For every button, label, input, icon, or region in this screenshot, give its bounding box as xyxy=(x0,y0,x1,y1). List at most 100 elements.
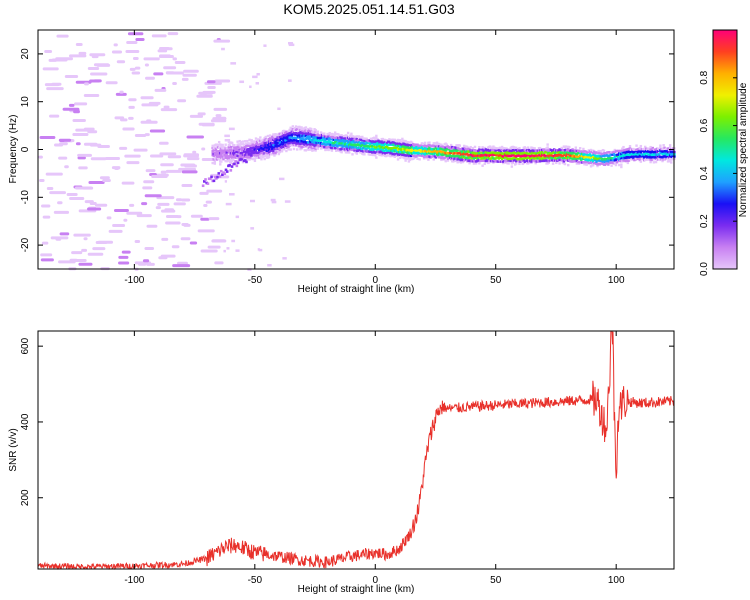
spectrogram-cell xyxy=(41,241,49,245)
spectrogram-cell xyxy=(113,209,129,213)
spectrogram-cell xyxy=(44,49,53,53)
spectrogram-cell xyxy=(233,162,236,166)
y-tick-label: -10 xyxy=(20,190,31,205)
spectrogram-cell xyxy=(289,132,292,135)
spectrogram-cell xyxy=(471,147,475,150)
spectrogram-cell xyxy=(500,157,504,161)
spectrogram-cell xyxy=(219,169,223,173)
spectrogram-cell xyxy=(159,152,177,156)
spectrogram-cell xyxy=(427,158,430,161)
spectrogram-cell xyxy=(311,149,314,152)
spectrogram-cell xyxy=(404,159,407,162)
spectrogram-cell xyxy=(396,138,400,142)
spectrogram-cell xyxy=(551,162,555,165)
spectrogram-cell xyxy=(533,147,536,150)
spectrogram-cell xyxy=(655,150,659,154)
spectrogram-cell xyxy=(446,145,450,148)
spectrogram-cell xyxy=(575,162,579,165)
spectrogram-cell xyxy=(374,153,377,157)
spectrogram-cell xyxy=(345,147,349,150)
spectrogram-cell xyxy=(248,158,251,161)
spectrogram-cell xyxy=(316,130,320,133)
spectrogram-cell xyxy=(638,158,641,162)
colorbar-scale xyxy=(712,29,738,270)
spectrogram-cell xyxy=(189,114,204,118)
spectrogram-cell xyxy=(594,158,597,162)
spectrogram-cell xyxy=(505,147,508,150)
spectrogram-cell xyxy=(203,204,208,208)
spectrogram-cell xyxy=(438,142,441,146)
spectrogram-cell xyxy=(368,143,372,146)
spectrogram-cell xyxy=(161,237,169,241)
spectrogram-cell xyxy=(183,153,200,157)
spectrogram-cell xyxy=(280,136,284,140)
spectrogram-cell xyxy=(72,133,89,137)
spectrogram-cell xyxy=(452,154,455,157)
spectrogram-cell xyxy=(78,51,87,55)
spectrogram-cell xyxy=(57,201,63,205)
spectrogram-cell xyxy=(406,153,409,156)
spectrogram-cell xyxy=(468,161,471,165)
spectrogram-cell xyxy=(39,178,45,182)
spectrogram-cell xyxy=(410,141,414,144)
spectrogram-cell xyxy=(348,135,351,139)
spectrogram-cell xyxy=(260,158,263,161)
spectrogram-cell xyxy=(229,169,233,172)
spectrogram-cell xyxy=(259,136,262,139)
spectrogram-cell xyxy=(399,156,402,159)
spectrogram-cell xyxy=(376,141,379,145)
spectrogram-cell xyxy=(368,153,372,156)
spectrogram-cell xyxy=(375,136,378,140)
spectrogram-cell xyxy=(144,194,162,198)
spectrogram-cell xyxy=(241,140,245,143)
spectrogram-cell xyxy=(641,157,645,160)
spectrogram-cell xyxy=(247,153,251,156)
spectrogram-cell xyxy=(546,143,549,146)
spectrogram-cell xyxy=(252,75,258,79)
spectrogram-cell xyxy=(112,224,126,228)
spectrogram-cell xyxy=(458,151,462,155)
spectrogram-cell xyxy=(263,154,266,158)
spectrogram-cell xyxy=(209,177,212,181)
spectrogram-cell xyxy=(518,146,521,150)
spectrogram-cell xyxy=(537,152,541,155)
spectrogram-cell xyxy=(291,130,295,134)
spectrogram-cell xyxy=(607,163,610,166)
spectrogram-cell xyxy=(307,129,311,132)
spectrogram-cell xyxy=(335,143,338,147)
spectrogram-cell xyxy=(73,110,80,114)
spectrogram-cell xyxy=(462,159,466,162)
spectrogram-cell xyxy=(654,160,658,164)
spectrogram-cell xyxy=(483,156,486,159)
spectrogram-cell xyxy=(42,215,51,219)
spectrogram-cell xyxy=(504,158,507,162)
spectrogram-cell xyxy=(49,114,60,118)
spectrogram-cell xyxy=(484,157,488,160)
spectrogram-cell xyxy=(395,146,399,149)
spectrogram-cell xyxy=(157,49,168,53)
spectrogram-cell xyxy=(304,149,308,152)
spectrogram-cell xyxy=(217,155,221,158)
spectrogram-cell xyxy=(73,102,88,106)
spectrogram-cell xyxy=(201,147,206,151)
spectrogram-cell xyxy=(395,151,399,155)
spectrogram-cell xyxy=(338,134,341,137)
spectrogram-cell xyxy=(272,141,275,145)
spectrogram-cell xyxy=(294,138,298,142)
spectrogram-cell xyxy=(280,135,284,138)
spectrogram-cell xyxy=(90,157,107,161)
spectrogram-cell xyxy=(94,203,108,207)
spectrogram-cell xyxy=(301,127,304,130)
spectrogram-cell xyxy=(528,156,531,159)
spectrogram-cell xyxy=(668,144,672,147)
spectrogram-cell xyxy=(201,184,205,188)
spectrogram-cell xyxy=(303,139,307,142)
spectrogram-cell xyxy=(183,69,199,73)
spectrogram-cell xyxy=(668,151,672,155)
spectrogram-cell xyxy=(216,175,219,179)
spectrogram-cell xyxy=(639,160,643,163)
spectrogram-cell xyxy=(646,151,649,155)
spectrogram-cell xyxy=(204,178,207,181)
spectrogram-cell xyxy=(75,142,81,146)
